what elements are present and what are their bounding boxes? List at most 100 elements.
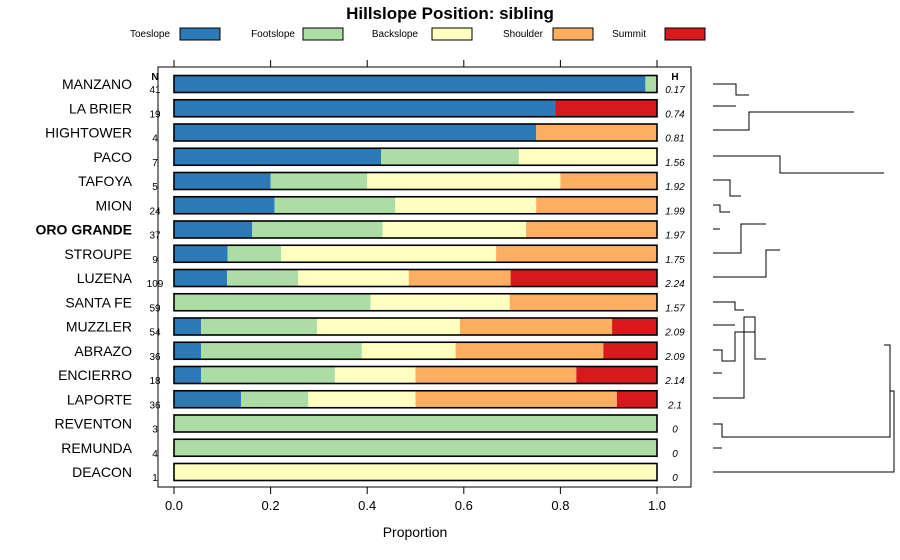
x-tick-label-0-6: 0.6 xyxy=(455,498,473,513)
n-value-tafoya: 5 xyxy=(152,182,158,193)
legend-label-backslope: Backslope xyxy=(372,29,419,40)
n-value-reventon: 3 xyxy=(152,425,158,436)
bar-segment-paco-footslope xyxy=(381,148,519,166)
bar-segment-hightower-toeslope xyxy=(174,124,537,141)
category-labels: MANZANO LA BRIER HIGHTOWER PACO TAFOYA MION OR… xyxy=(36,76,133,480)
bar-segment-muzzler-backslope xyxy=(316,318,460,335)
bar-segment-tafoya-backslope xyxy=(367,172,561,190)
x-tick-label-0-8: 0.8 xyxy=(551,498,569,513)
bar-segment-muzzler-footslope xyxy=(201,318,317,335)
x-axis-title: Proportion xyxy=(383,524,448,540)
bar-segment-santa-fe-footslope xyxy=(174,293,371,311)
h-value-luzena: 2.24 xyxy=(664,279,685,290)
n-value-laporte: 36 xyxy=(149,400,161,411)
n-value-paco: 7 xyxy=(152,158,158,169)
bar-outline-muzzler xyxy=(173,317,658,336)
x-tick-label-0-4: 0.4 xyxy=(358,498,376,513)
bar-segment-tafoya-toeslope xyxy=(174,172,271,190)
bar-segment-encierro-toeslope xyxy=(174,366,202,384)
bar-segment-deacon-backslope xyxy=(174,463,657,481)
bar-outline-abrazo xyxy=(173,341,658,361)
h-value-stroupe: 1.75 xyxy=(665,255,685,266)
x-tick-label-0-0: 0.0 xyxy=(165,498,183,513)
bar-segment-luzena-toeslope xyxy=(174,269,228,287)
n-value-oro-grande: 37 xyxy=(149,231,161,242)
bar-segment-manzano-footslope xyxy=(645,75,657,93)
n-value-encierro: 18 xyxy=(149,376,161,387)
bar-group xyxy=(173,74,658,482)
n-value-muzzler: 54 xyxy=(149,328,161,339)
bar-outline-la-brier xyxy=(173,98,658,118)
h-value-oro-grande: 1.97 xyxy=(665,231,685,242)
h-column-header: H xyxy=(671,72,678,83)
bar-outline-stroupe xyxy=(173,244,658,264)
category-label-tafoya: TAFOYA xyxy=(78,173,133,189)
category-label-deacon: DEACON xyxy=(72,464,132,480)
bar-segment-luzena-footslope xyxy=(227,269,299,287)
bar-segment-laporte-toeslope xyxy=(174,390,242,408)
bar-outline-manzano xyxy=(173,74,658,94)
h-value-paco: 1.56 xyxy=(665,158,685,169)
bar-outline-paco xyxy=(173,147,658,167)
h-value-tafoya: 1.92 xyxy=(665,182,685,193)
n-value-mion: 24 xyxy=(149,206,161,217)
n-value-hightower: 4 xyxy=(152,134,158,145)
bar-segment-muzzler-toeslope xyxy=(174,318,202,335)
h-value-manzano: 0.17 xyxy=(665,85,685,96)
n-value-santa-fe: 59 xyxy=(149,303,161,314)
h-value-laporte: 2.1 xyxy=(667,400,682,411)
legend-label-toeslope: Toeslope xyxy=(130,29,170,40)
category-label-oro-grande: ORO GRANDE xyxy=(36,222,132,238)
h-value-deacon: 0 xyxy=(672,473,678,484)
bar-segment-luzena-summit xyxy=(510,269,657,287)
legend-swatch-shoulder xyxy=(552,27,594,41)
h-value-santa-fe: 1.57 xyxy=(665,303,685,314)
bar-segment-encierro-footslope xyxy=(201,366,335,384)
bar-outline-deacon xyxy=(173,462,658,482)
bar-segment-stroupe-footslope xyxy=(227,245,282,263)
bar-segment-abrazo-toeslope xyxy=(174,342,202,360)
bar-segment-stroupe-backslope xyxy=(281,245,497,263)
bar-segment-luzena-backslope xyxy=(298,269,409,287)
n-value-manzano: 41 xyxy=(149,85,161,96)
h-value-la-brier: 0.74 xyxy=(665,109,685,120)
legend-label-shoulder: Shoulder xyxy=(503,29,544,40)
bar-segment-stroupe-toeslope xyxy=(174,245,228,263)
category-label-reventon: REVENTON xyxy=(54,416,132,432)
category-label-muzzler: MUZZLER xyxy=(66,319,132,335)
category-label-santa-fe: SANTA FE xyxy=(65,294,132,310)
category-label-hightower: HIGHTOWER xyxy=(45,125,132,141)
chart-title: Hillslope Position: sibling xyxy=(346,4,554,23)
bar-outline-mion xyxy=(173,195,658,215)
bar-segment-mion-shoulder xyxy=(536,196,657,214)
h-value-muzzler: 2.09 xyxy=(664,328,685,339)
legend-label-footslope: Footslope xyxy=(251,29,295,40)
legend-swatch-backslope xyxy=(431,27,473,41)
bar-segment-abrazo-footslope xyxy=(201,342,362,360)
n-value-luzena: 109 xyxy=(147,279,164,290)
bar-segment-remunda-footslope xyxy=(174,439,657,457)
bar-outline-luzena xyxy=(173,268,658,288)
bar-segment-mion-footslope xyxy=(274,196,396,214)
h-value-remunda: 0 xyxy=(672,449,678,460)
bar-segment-encierro-backslope xyxy=(334,366,416,384)
bar-segment-santa-fe-backslope xyxy=(370,293,510,311)
bar-segment-paco-toeslope xyxy=(174,148,382,166)
category-label-encierro: ENCIERRO xyxy=(58,367,132,383)
bar-segment-laporte-footslope xyxy=(241,390,309,408)
bar-segment-laporte-backslope xyxy=(308,390,416,408)
dendrogram xyxy=(713,83,895,473)
bar-segment-abrazo-shoulder xyxy=(455,342,604,360)
h-value-reventon: 0 xyxy=(672,425,678,436)
bar-segment-oro-grande-footslope xyxy=(252,221,383,238)
legend-swatch-footslope xyxy=(302,27,344,41)
h-value-encierro: 2.14 xyxy=(664,376,685,387)
bar-segment-muzzler-summit xyxy=(612,318,657,335)
bar-outline-laporte xyxy=(173,389,658,409)
bar-segment-la-brier-summit xyxy=(555,99,657,117)
legend: Toeslope Footslope Backslope Shoulder Summit xyxy=(130,27,706,41)
bar-segment-reventon-footslope xyxy=(174,415,657,432)
h-value-mion: 1.99 xyxy=(665,206,685,217)
bar-segment-laporte-summit xyxy=(616,390,657,408)
